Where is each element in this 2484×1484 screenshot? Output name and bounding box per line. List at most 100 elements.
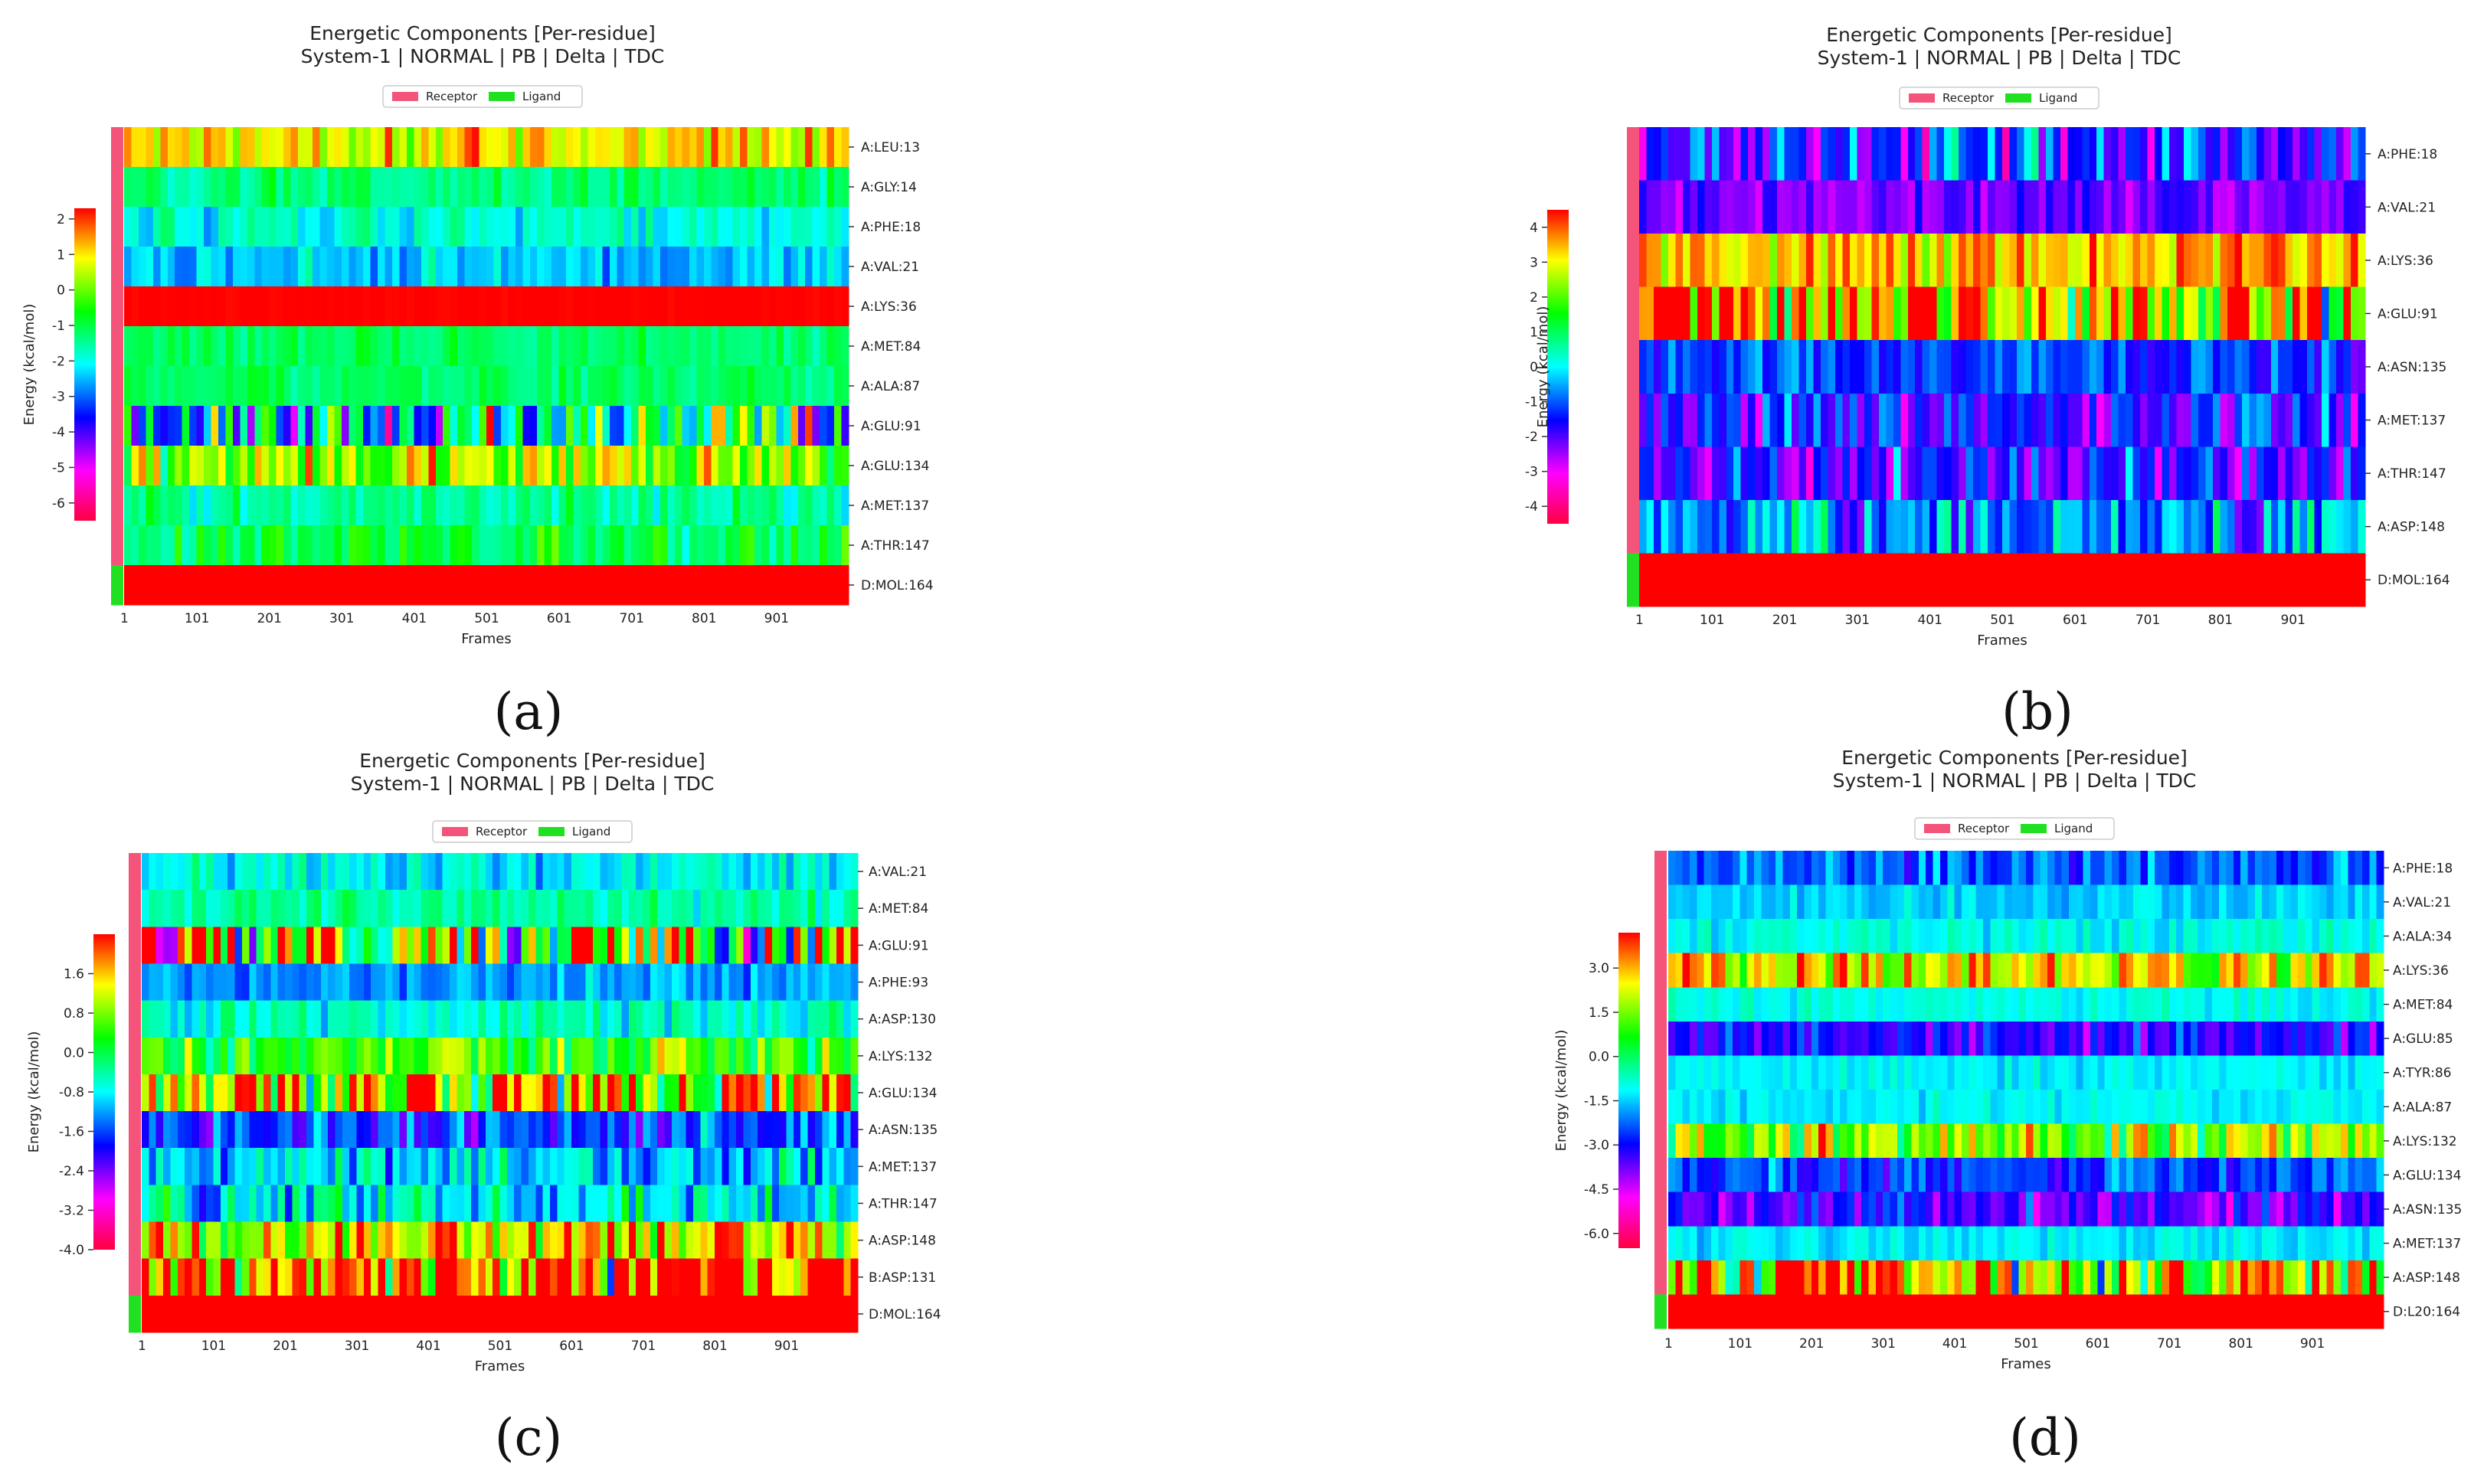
heatmap-cell (1792, 234, 1800, 288)
heatmap-cell (371, 963, 379, 1002)
heatmap-cell (290, 525, 299, 566)
heatmap-cell (2096, 286, 2105, 341)
heatmap-cell (220, 1074, 228, 1112)
heatmap-cell (521, 1185, 529, 1223)
heatmap-cell (1936, 393, 1945, 447)
heatmap-cell (754, 207, 763, 247)
heatmap-cell (2204, 953, 2213, 988)
legend-swatch-receptor (442, 827, 468, 836)
heatmap-cell (779, 1295, 787, 1333)
heatmap-cell (1832, 851, 1841, 886)
heatmap-cell (334, 565, 342, 606)
heatmap-cell (1769, 499, 1778, 554)
heatmap-cell (443, 247, 451, 287)
heatmap-cell (1769, 180, 1778, 234)
heatmap-cell (841, 485, 849, 526)
heatmap-cell (621, 1258, 630, 1296)
heatmap-cell (771, 1185, 780, 1223)
heatmap-cell (2307, 499, 2315, 554)
heatmap-cell (1847, 1260, 1855, 1296)
heatmap-cell (793, 1111, 801, 1149)
heatmap-cell (220, 1221, 228, 1260)
heatmap-cell (356, 1221, 365, 1260)
heatmap-cell (170, 890, 178, 927)
heatmap-cell (2119, 987, 2127, 1022)
heatmap-cell (2033, 1260, 2041, 1296)
heatmap-cell (2119, 851, 2127, 886)
heatmap-cell (1775, 1123, 1784, 1159)
heatmap-cell (2069, 884, 2077, 920)
heatmap-cell (740, 485, 748, 526)
heatmap-cell (602, 286, 610, 327)
heatmap-cell (1965, 234, 1974, 288)
heatmap-cell (754, 167, 763, 208)
heatmap-cell (2162, 919, 2170, 954)
heatmap-cell (234, 1221, 243, 1260)
heatmap-cell (718, 565, 726, 606)
heatmap-cell (2285, 286, 2293, 341)
heatmap-cell (189, 326, 198, 367)
heatmap-cell (1711, 1158, 1719, 1193)
heatmap-cell (191, 1111, 200, 1149)
heatmap-cell (2147, 1226, 2155, 1261)
heatmap-cell (421, 1074, 429, 1112)
heatmap-cell (2262, 1191, 2270, 1227)
heatmap-cell (2140, 1123, 2149, 1159)
x-tick-label: 801 (702, 1339, 727, 1354)
heatmap-cell (457, 927, 465, 965)
heatmap-cell (263, 1037, 271, 1075)
heatmap-cell (328, 1221, 336, 1260)
heatmap-cell (660, 525, 669, 566)
heatmap-cell (442, 853, 450, 891)
heatmap-cell (585, 853, 594, 891)
heatmap-cell (2227, 393, 2235, 447)
heatmap-cell (234, 1148, 243, 1185)
heatmap-cell (1995, 234, 2003, 288)
heatmap-cell (198, 1221, 207, 1260)
heatmap-cell (571, 1295, 579, 1333)
heatmap-cell (2283, 851, 2292, 886)
heatmap-cell (703, 247, 712, 287)
heatmap-cell (2219, 1021, 2227, 1057)
heatmap-cell (371, 1221, 379, 1260)
heatmap-cell (1897, 1055, 1905, 1090)
heatmap-cell (2126, 286, 2134, 341)
heatmap-cell (1864, 446, 1872, 501)
heatmap-cell (263, 927, 271, 965)
heatmap-cell (628, 1037, 637, 1075)
heatmap-cell (290, 127, 299, 168)
heatmap-cell (797, 446, 806, 486)
heatmap-cell (621, 927, 630, 965)
heatmap-cell (725, 127, 734, 168)
heatmap-cell (240, 326, 248, 367)
heatmap-panel-c: Energetic Components [Per-residue]System… (26, 750, 941, 1467)
heatmap-cell (1740, 340, 1749, 394)
heatmap-cell (2031, 499, 2039, 554)
heatmap-cell (2305, 953, 2313, 988)
heatmap-cell (2069, 1021, 2077, 1057)
heatmap-cell (1840, 1191, 1848, 1227)
heatmap-cell (758, 927, 766, 965)
heatmap-cell (363, 446, 371, 486)
heatmap-cell (378, 167, 386, 208)
heatmap-cell (1911, 953, 1919, 988)
legend-label-ligand: Ligand (2054, 822, 2093, 835)
heatmap-cell (2112, 987, 2120, 1022)
heatmap-cell (1954, 987, 1962, 1022)
heatmap-cell (240, 366, 248, 407)
heatmap-cell (580, 326, 589, 367)
heatmap-cell (463, 1295, 472, 1333)
heatmap-cell (711, 326, 719, 367)
heatmap-cell (2329, 180, 2337, 234)
heatmap-cell (660, 167, 669, 208)
heatmap-row (1668, 1090, 2384, 1125)
heatmap-cell (1944, 234, 1952, 288)
heatmap-cell (2241, 340, 2250, 394)
heatmap-cell (1675, 1294, 1684, 1329)
heatmap-cell (378, 927, 386, 965)
heatmap-cell (638, 565, 646, 606)
heatmap-cell (2361, 953, 2370, 988)
heatmap-cell (2247, 987, 2256, 1022)
heatmap-cell (1900, 180, 1909, 234)
heatmap-cell (2082, 340, 2090, 394)
